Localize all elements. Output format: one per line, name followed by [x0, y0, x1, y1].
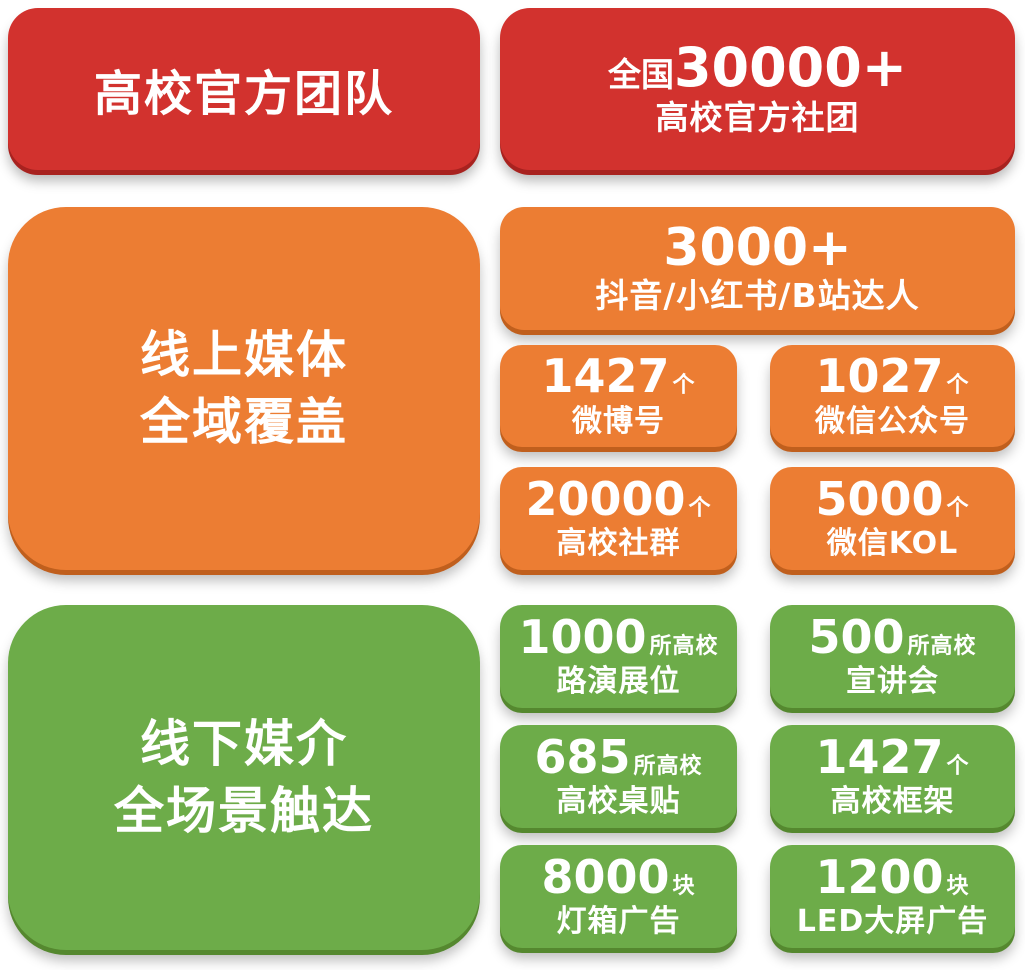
- orange-wide-number: 3000+: [663, 217, 852, 278]
- stat-line: 500 所高校: [808, 609, 977, 664]
- green-title-line2: 全场景触达: [114, 781, 374, 840]
- stat-unit: 所高校: [907, 633, 977, 659]
- orange-title-line2: 全域覆盖: [140, 392, 348, 451]
- orange-title-card: 线上媒体 全域覆盖: [8, 207, 480, 570]
- orange-wide-label: 抖音/小红书/B站达人: [595, 276, 920, 316]
- stat-label: 微信公众号: [815, 403, 970, 439]
- stat-label: 灯箱广告: [556, 904, 681, 940]
- stat-label: 高校社群: [556, 526, 681, 562]
- green-stat-card-roadshow: 1000 所高校 路演展位: [500, 605, 737, 708]
- stat-line: 1027 个: [815, 349, 970, 404]
- stat-line: 1427 个: [541, 349, 696, 404]
- red-stat-prefix: 全国: [607, 55, 674, 95]
- stat-number: 1427: [815, 729, 944, 784]
- stat-unit: 个: [688, 495, 712, 521]
- green-stat-card-frame: 1427 个 高校框架: [770, 725, 1015, 828]
- stat-unit: 块: [672, 873, 696, 899]
- stat-label: 高校桌贴: [556, 784, 681, 820]
- orange-wide-stat-card: 3000+ 抖音/小红书/B站达人: [500, 207, 1015, 330]
- stat-number: 1200: [815, 849, 944, 904]
- stat-unit: 所高校: [649, 633, 719, 659]
- orange-title-line1: 线上媒体: [140, 325, 348, 384]
- stat-line: 685 所高校: [534, 729, 703, 784]
- red-stat-line: 全国 30000+: [607, 36, 908, 100]
- green-stat-card-lightbox: 8000 块 灯箱广告: [500, 845, 737, 948]
- stat-label: 路演展位: [556, 664, 681, 700]
- red-stat-number: 30000+: [673, 36, 908, 100]
- orange-stat-card-wechat-official: 1027 个 微信公众号: [770, 345, 1015, 447]
- stat-label: LED大屏广告: [796, 904, 989, 940]
- stat-number: 1427: [541, 349, 670, 404]
- red-title: 高校官方团队: [93, 66, 394, 122]
- orange-stat-card-wechat-kol: 5000 个 微信KOL: [770, 467, 1015, 570]
- stat-number: 500: [808, 609, 905, 664]
- stat-unit: 个: [672, 373, 696, 399]
- stat-unit: 块: [946, 873, 970, 899]
- green-stat-card-led-screen: 1200 块 LED大屏广告: [770, 845, 1015, 948]
- stat-line: 1427 个: [815, 729, 970, 784]
- stat-unit: 个: [946, 373, 970, 399]
- stat-number: 1027: [815, 349, 944, 404]
- stat-line: 5000 个: [815, 471, 970, 526]
- green-title-line1: 线下媒介: [140, 714, 348, 773]
- stat-line: 1000 所高校: [518, 609, 719, 664]
- red-title-card: 高校官方团队: [8, 8, 480, 170]
- stat-number: 685: [534, 729, 631, 784]
- green-title-card: 线下媒介 全场景触达: [8, 605, 480, 950]
- green-stat-card-desk-sticker: 685 所高校 高校桌贴: [500, 725, 737, 828]
- green-title: 线下媒介 全场景触达: [114, 711, 374, 845]
- stat-label: 微信KOL: [826, 526, 959, 562]
- stat-line: 8000 块: [541, 849, 696, 904]
- stat-line: 20000 个: [525, 471, 712, 526]
- red-stat-label: 高校官方社团: [655, 97, 860, 137]
- stat-unit: 个: [946, 495, 970, 521]
- stat-label: 高校框架: [830, 784, 955, 820]
- green-stat-card-seminar: 500 所高校 宣讲会: [770, 605, 1015, 708]
- stat-unit: 个: [946, 753, 970, 779]
- red-stat-card: 全国 30000+ 高校官方社团: [500, 8, 1015, 170]
- stat-unit: 所高校: [633, 753, 703, 779]
- orange-stat-card-community: 20000 个 高校社群: [500, 467, 737, 570]
- stat-label: 宣讲会: [846, 664, 939, 700]
- stat-number: 8000: [541, 849, 670, 904]
- stat-number: 5000: [815, 471, 944, 526]
- stat-line: 1200 块: [815, 849, 970, 904]
- stat-number: 20000: [525, 471, 686, 526]
- orange-title: 线上媒体 全域覆盖: [140, 322, 348, 456]
- orange-stat-card-weibo: 1427 个 微博号: [500, 345, 737, 447]
- stat-number: 1000: [518, 609, 647, 664]
- stat-label: 微博号: [572, 403, 665, 439]
